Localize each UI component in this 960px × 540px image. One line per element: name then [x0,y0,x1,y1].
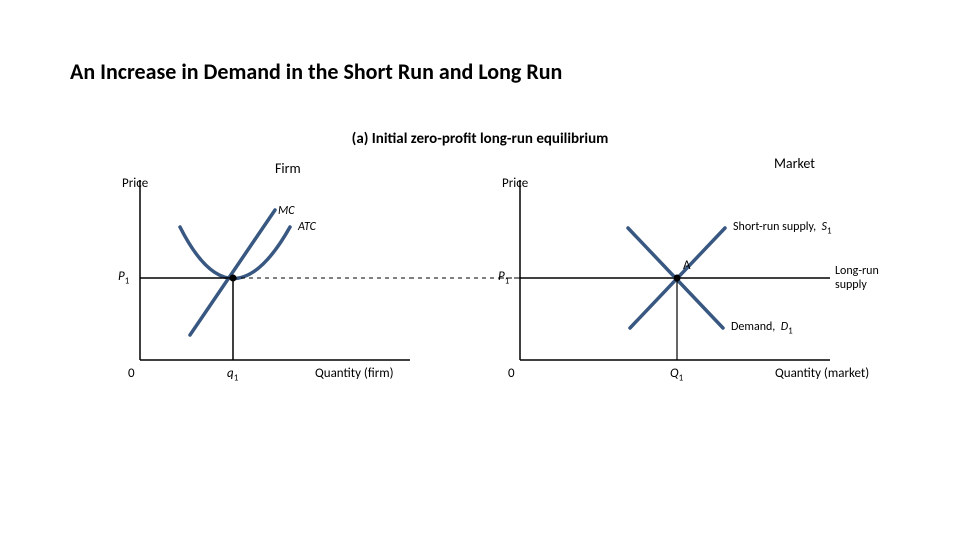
market-x-axis-label: Quantity (market) [775,366,869,381]
atc-curve-label: ATC [298,220,316,234]
firm-q1-label: q1 [227,366,238,384]
firm-origin-label: 0 [128,366,135,381]
firm-chart: Price0Quantity (firm)P1q1MCATC [120,180,420,380]
panel-caption: (a) Initial zero-profit long-run equilib… [0,130,960,148]
market-chart: Price0Quantity (market)P1Q1AShort-run su… [500,180,890,380]
market-origin-label: 0 [508,366,515,381]
firm-y-axis-label: Price [122,176,148,191]
market-Q1-label: Q1 [670,366,683,384]
sr-supply-label: Short-run supply, S1 [733,220,832,236]
firm-x-axis-label: Quantity (firm) [315,366,394,381]
demand-label: Demand, D1 [731,320,793,336]
lr-supply-label: Long-runsupply [835,264,879,292]
firm-p1-label: P1 [118,269,129,287]
slide-root: An Increase in Demand in the Short Run a… [0,0,960,540]
market-y-axis-label: Price [502,176,528,191]
market-panel-label: Market [774,155,815,172]
page-title: An Increase in Demand in the Short Run a… [70,58,562,85]
firm-panel-label: Firm [275,160,301,177]
market-p1-label: P1 [498,269,509,287]
point-A-label: A [683,258,691,273]
mc-curve-label: MC [278,204,295,218]
